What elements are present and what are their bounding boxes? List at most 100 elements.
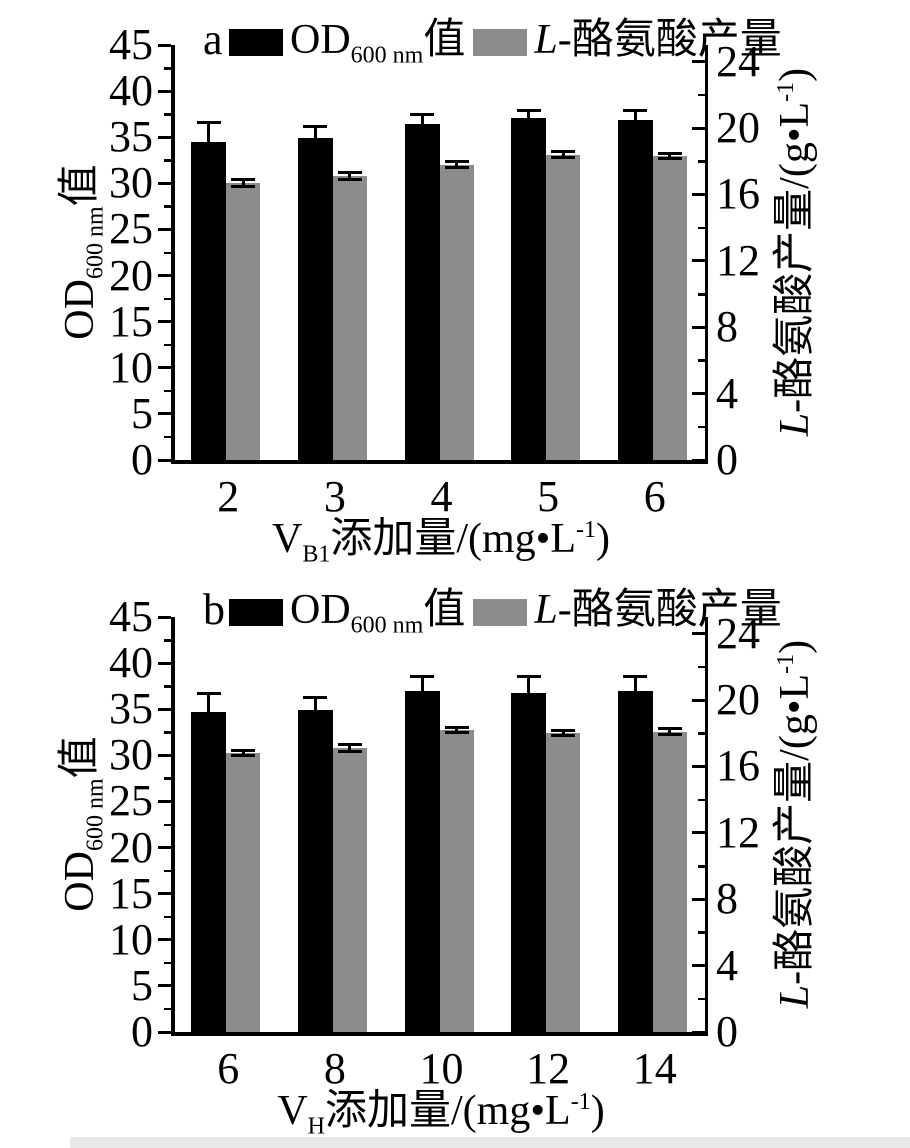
left-axis-major-tick xyxy=(158,892,171,896)
x-axis-title: VB1添加量/(mg•L-1) xyxy=(271,516,611,568)
left-axis-tick-label: 40 xyxy=(109,66,153,116)
left-axis-minor-tick xyxy=(164,435,171,439)
left-axis-minor-tick xyxy=(164,251,171,254)
bar-od xyxy=(511,692,547,1032)
error-bar-od-cap xyxy=(516,675,541,679)
right-axis-major-tick xyxy=(692,1030,705,1034)
error-bar-tyrosine-stem xyxy=(668,728,672,735)
right-axis-major-tick xyxy=(692,458,705,462)
error-bar-tyrosine-cap xyxy=(444,725,469,729)
error-bar-od-stem xyxy=(420,114,424,125)
left-axis-tick-label: 5 xyxy=(131,960,153,1010)
bottom-axis-line xyxy=(171,1032,708,1036)
error-bar-tyrosine-stem xyxy=(455,727,458,733)
left-axis-minor-tick xyxy=(164,1007,171,1011)
error-bar-tyrosine-stem xyxy=(561,151,565,158)
bar-od xyxy=(617,690,653,1032)
error-bar-od-cap xyxy=(303,124,328,128)
right-axis-minor-tick xyxy=(698,931,705,934)
right-axis-minor-tick xyxy=(698,226,705,230)
left-axis-major-tick xyxy=(158,661,171,665)
plot-area: 0 5 10 15 20 25 30 35 40 45 0 4 8 12 16 20 24 6 8 10 12 14 xyxy=(0,570,910,1148)
right-axis-major-tick xyxy=(692,325,705,329)
error-bar-tyrosine-stem xyxy=(561,730,565,736)
left-axis-major-tick xyxy=(158,1030,171,1034)
legend-label-tyrosine: L-酪氨酸产量 xyxy=(534,587,782,633)
legend-swatch-tyrosine xyxy=(473,29,528,56)
left-axis-major-tick xyxy=(158,181,171,185)
right-axis-minor-tick xyxy=(698,665,705,669)
left-axis-major-tick xyxy=(158,753,171,757)
plot-area: 0 5 10 15 20 25 30 35 40 45 0 4 8 12 16 20 24 2 3 4 5 6 xyxy=(0,0,910,570)
panel-label: b xyxy=(203,585,225,634)
error-bar-od-stem xyxy=(527,110,531,118)
left-axis-minor-tick xyxy=(164,731,171,734)
left-axis-minor-tick xyxy=(164,777,171,780)
right-axis-tick-label: 16 xyxy=(716,169,760,219)
x-category-label: 2 xyxy=(217,472,240,521)
left-axis-minor-tick xyxy=(164,823,171,826)
left-axis-tick-label: 30 xyxy=(109,158,153,208)
chart-panel-a: a OD600 nm值 L-酪氨酸产量 OD600 nm值 L-酪氨酸产量/(g… xyxy=(0,0,910,570)
right-axis-major-tick xyxy=(692,60,705,64)
left-axis-tick-label: 20 xyxy=(109,250,153,300)
bar-tyrosine xyxy=(226,182,261,460)
error-bar-tyrosine-cap xyxy=(444,166,469,170)
bar-od xyxy=(297,710,333,1032)
left-axis-tick-label: 25 xyxy=(109,204,153,254)
left-axis-tick-label: 25 xyxy=(109,776,153,826)
error-bar-od-stem xyxy=(207,122,211,142)
right-axis-major-tick xyxy=(692,126,705,130)
left-axis-tick-label: 10 xyxy=(109,914,153,964)
error-bar-tyrosine-cap xyxy=(231,754,256,758)
left-axis-tick-label: 15 xyxy=(109,868,153,918)
right-axis-tick-label: 24 xyxy=(716,608,760,658)
legend: OD600 nm值 L-酪氨酸产量 xyxy=(229,582,782,638)
left-axis-tick-label: 5 xyxy=(131,388,153,438)
left-axis-major-tick xyxy=(158,227,171,231)
error-bar-tyrosine-cap xyxy=(337,749,362,753)
error-bar-tyrosine-cap xyxy=(657,157,682,161)
left-axis-minor-tick xyxy=(164,869,171,873)
error-bar-tyrosine-cap xyxy=(657,732,682,736)
error-bar-od-cap xyxy=(623,108,648,112)
error-bar-od-stem xyxy=(207,693,211,712)
bar-tyrosine xyxy=(652,156,687,460)
error-bar-od-cap xyxy=(196,120,221,124)
right-axis-major-tick xyxy=(692,831,705,835)
right-axis-minor-tick xyxy=(698,425,705,429)
right-axis-tick-label: 4 xyxy=(716,368,738,418)
x-category-label: 10 xyxy=(419,1044,464,1093)
error-bar-tyrosine-cap xyxy=(657,727,682,731)
error-bar-tyrosine-cap xyxy=(551,734,576,738)
bar-od xyxy=(511,117,547,460)
right-axis-tick-label: 12 xyxy=(716,235,760,285)
error-bar-od-cap xyxy=(410,112,434,116)
left-axis-minor-tick xyxy=(164,205,171,208)
x-category-label: 5 xyxy=(537,472,560,521)
right-axis-major-tick xyxy=(692,964,705,968)
x-category-label: 6 xyxy=(643,472,666,521)
left-axis-tick-label: 15 xyxy=(109,296,153,346)
right-axis-minor-tick xyxy=(698,160,705,163)
error-bar-od-stem xyxy=(527,676,531,693)
bar-tyrosine xyxy=(439,164,474,460)
right-axis-tick-label: 0 xyxy=(716,1007,738,1056)
left-axis-minor-tick xyxy=(164,67,171,70)
right-axis-line xyxy=(705,45,708,464)
legend-label-od: OD600 nm值 xyxy=(290,17,466,69)
left-axis-major-tick xyxy=(158,43,171,47)
error-bar-od-cap xyxy=(303,695,328,699)
left-axis-major-tick xyxy=(158,89,171,93)
right-axis-tick-label: 24 xyxy=(716,36,760,86)
right-axis-minor-tick xyxy=(698,93,705,97)
left-axis-major-tick xyxy=(158,984,171,988)
right-axis-major-tick xyxy=(692,632,705,636)
x-category-label: 4 xyxy=(430,472,453,521)
left-axis-tick-label: 0 xyxy=(131,435,153,484)
error-bar-od-cap xyxy=(196,692,221,696)
bottom-axis-line xyxy=(171,460,708,464)
x-category-label: 12 xyxy=(526,1044,571,1093)
right-axis-major-tick xyxy=(692,259,705,263)
